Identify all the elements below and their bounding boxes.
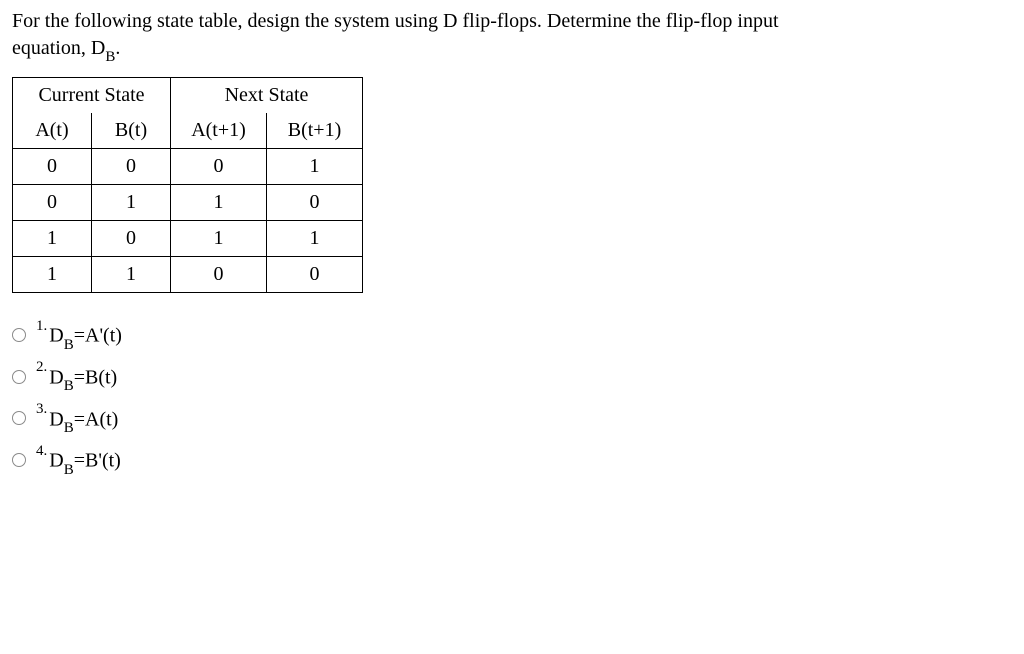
question-line2-sub: B bbox=[105, 49, 115, 65]
option-number: 3. bbox=[36, 401, 47, 417]
radio-icon[interactable] bbox=[12, 453, 26, 467]
option-number: 2. bbox=[36, 359, 47, 375]
col-b: B(t) bbox=[92, 113, 171, 149]
option-prefix: D bbox=[49, 325, 63, 347]
option-rest: =B(t) bbox=[74, 367, 118, 389]
option-sub: B bbox=[64, 337, 74, 353]
option-label: 2.DB=B(t) bbox=[36, 365, 117, 393]
col-a: A(t) bbox=[13, 113, 92, 149]
table-row: 0 1 1 0 bbox=[13, 185, 363, 221]
question-line1: For the following state table, design th… bbox=[12, 10, 779, 32]
option-number: 1. bbox=[36, 318, 47, 334]
option-number: 4. bbox=[36, 443, 47, 459]
option-label: 3.DB=A(t) bbox=[36, 407, 118, 435]
option-label: 4.DB=B'(t) bbox=[36, 448, 121, 476]
cell: 0 bbox=[92, 149, 171, 185]
option-3[interactable]: 3.DB=A(t) bbox=[12, 405, 1012, 433]
col-b1: B(t+1) bbox=[267, 113, 363, 149]
option-sub: B bbox=[64, 420, 74, 436]
option-label: 1.DB=A'(t) bbox=[36, 323, 122, 351]
option-sub: B bbox=[64, 462, 74, 478]
table-row: 1 1 0 0 bbox=[13, 257, 363, 293]
cell: 1 bbox=[267, 221, 363, 257]
question-line2-suffix: . bbox=[115, 37, 120, 59]
cell: 1 bbox=[92, 257, 171, 293]
cell: 1 bbox=[92, 185, 171, 221]
cell: 0 bbox=[171, 257, 267, 293]
option-prefix: D bbox=[49, 408, 63, 430]
cell: 1 bbox=[171, 185, 267, 221]
cell: 0 bbox=[92, 221, 171, 257]
cell: 0 bbox=[267, 257, 363, 293]
option-sub: B bbox=[64, 378, 74, 394]
option-2[interactable]: 2.DB=B(t) bbox=[12, 363, 1012, 391]
cell: 0 bbox=[13, 185, 92, 221]
option-1[interactable]: 1.DB=A'(t) bbox=[12, 321, 1012, 349]
question-line2-prefix: equation, D bbox=[12, 37, 105, 59]
header-current-state: Current State bbox=[13, 78, 171, 114]
option-rest: =A(t) bbox=[74, 408, 119, 430]
cell: 1 bbox=[13, 221, 92, 257]
cell: 0 bbox=[13, 149, 92, 185]
state-table: Current State Next State A(t) B(t) A(t+1… bbox=[12, 77, 363, 293]
option-4[interactable]: 4.DB=B'(t) bbox=[12, 446, 1012, 474]
answer-options: 1.DB=A'(t) 2.DB=B(t) 3.DB=A(t) 4.DB=B'(t… bbox=[12, 321, 1012, 474]
table-row: 1 0 1 1 bbox=[13, 221, 363, 257]
cell: 1 bbox=[267, 149, 363, 185]
col-a1: A(t+1) bbox=[171, 113, 267, 149]
header-next-state: Next State bbox=[171, 78, 363, 114]
cell: 0 bbox=[171, 149, 267, 185]
cell: 0 bbox=[267, 185, 363, 221]
radio-icon[interactable] bbox=[12, 370, 26, 384]
question-text: For the following state table, design th… bbox=[12, 8, 1012, 65]
radio-icon[interactable] bbox=[12, 411, 26, 425]
radio-icon[interactable] bbox=[12, 328, 26, 342]
option-prefix: D bbox=[49, 367, 63, 389]
option-prefix: D bbox=[49, 450, 63, 472]
option-rest: =A'(t) bbox=[74, 325, 122, 347]
cell: 1 bbox=[13, 257, 92, 293]
cell: 1 bbox=[171, 221, 267, 257]
option-rest: =B'(t) bbox=[74, 450, 121, 472]
table-row: 0 0 0 1 bbox=[13, 149, 363, 185]
